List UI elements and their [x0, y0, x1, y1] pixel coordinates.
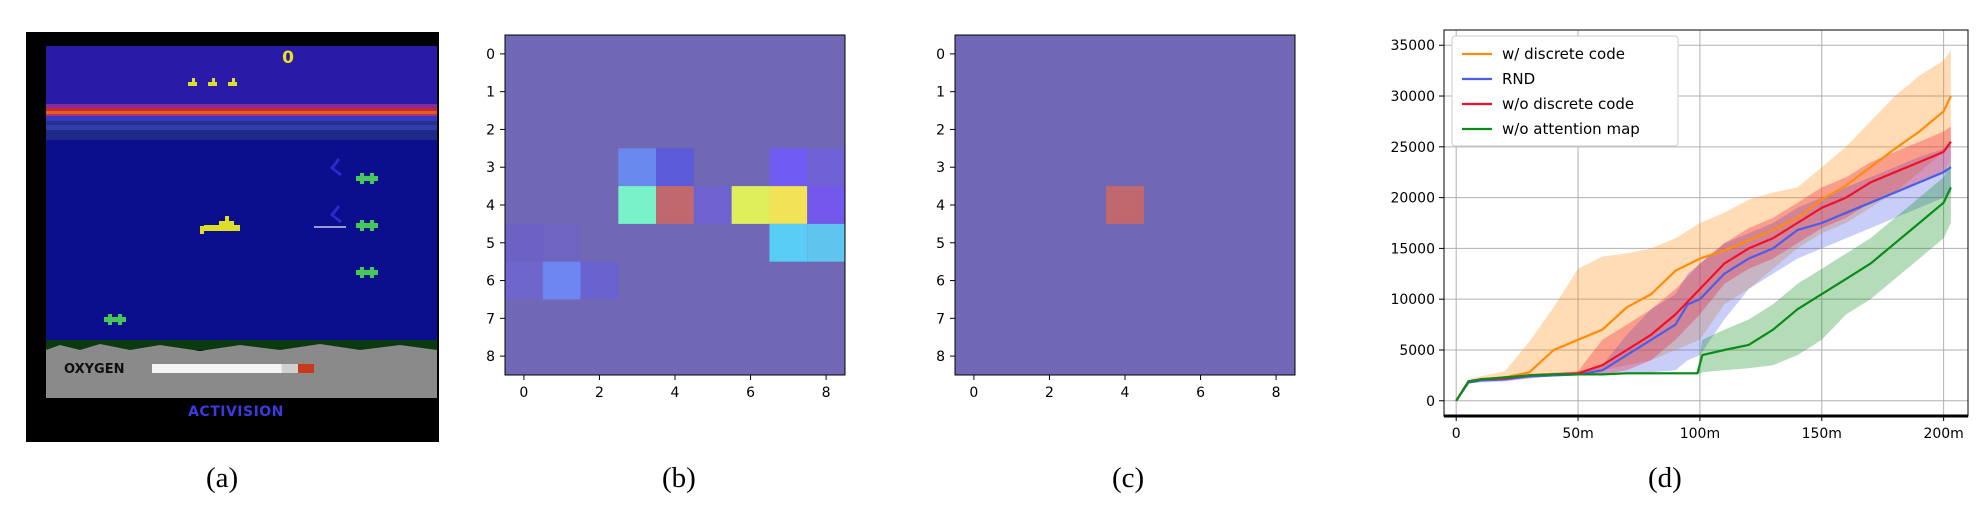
- heatmap-b-cell-r3-c4: [656, 148, 694, 187]
- sky: [46, 46, 437, 104]
- chart-d-xtick-label: 150m: [1802, 426, 1842, 442]
- series-band-2: [1456, 126, 1951, 401]
- caption-b: (b): [662, 462, 696, 494]
- heatmap-b-cell-r6-c0: [505, 261, 543, 300]
- heatmap-c-xtick-label: 6: [1196, 385, 1205, 401]
- heatmap-b-xtick-label: 8: [822, 385, 831, 401]
- series-line-3: [1455, 186, 1952, 402]
- heatmap-b-cell-r4-c6: [731, 186, 770, 224]
- heatmap-b-cell-r4-c3: [618, 186, 657, 224]
- chart-d-ytick-label: 0: [1426, 394, 1435, 410]
- heatmap-b-ytick-label: 8: [486, 349, 495, 365]
- chart-d-ytick-label: 20000: [1390, 191, 1435, 207]
- heatmap-b-cell-r5-c8: [807, 223, 845, 262]
- chart-d-ytick-label: 35000: [1390, 38, 1435, 54]
- reserve-subs-icon: [174, 78, 237, 86]
- heatmap-b-ytick-label: 7: [486, 311, 495, 327]
- heatmap-b-cell-r5-c0: [505, 223, 543, 262]
- heatmap-b: 0 1 2 3 4 5 6 7 8 0 2 4 6 8: [486, 34, 846, 401]
- chart-d-xtick-label: 0: [1452, 426, 1461, 442]
- heatmap-b-ytick-label: 2: [486, 122, 495, 138]
- heatmap-c-ytick-label: 2: [936, 122, 945, 138]
- heatmap-b-xtick-label: 0: [519, 385, 528, 401]
- heatmap-b-cell-r3-c8: [807, 148, 845, 187]
- score-display: 0: [282, 48, 294, 68]
- heatmap-b-ytick-label: 4: [486, 198, 495, 214]
- heatmap-c-ytick-label: 6: [936, 274, 945, 290]
- heatmap-b-xtick-label: 6: [746, 385, 755, 401]
- legend-label-2: w/o discrete code: [1502, 95, 1634, 113]
- oxygen-bar: [152, 364, 282, 373]
- series-line-0: [1455, 95, 1952, 402]
- heatmap-b-ytick-label: 3: [486, 160, 495, 176]
- heatmap-c-cell-r4-c4: [1106, 186, 1144, 224]
- activision-logo: ACTIVISION: [188, 404, 284, 420]
- heatmap-c-ytick-label: 3: [936, 160, 945, 176]
- legend-label-3: w/o attention map: [1502, 120, 1640, 138]
- heatmap-c-xtick-label: 2: [1045, 385, 1054, 401]
- heatmap-b-ytick-label: 6: [486, 274, 495, 290]
- heatmap-c-xtick-label: 8: [1272, 385, 1281, 401]
- player-submarine-icon: [200, 216, 240, 234]
- legend-label-0: w/ discrete code: [1502, 45, 1625, 63]
- heatmap-b-cell-r4-c4: [656, 186, 694, 224]
- heatmap-c-ytick-label: 5: [936, 236, 945, 252]
- heatmap-b-cell-r4-c8: [807, 186, 845, 224]
- chart-d-ytick-label: 30000: [1390, 89, 1435, 105]
- game-screen: 0 OXYGEN ACTIVISION: [26, 32, 439, 442]
- heatmap-b-ytick-label: 0: [486, 47, 495, 63]
- shark-icon: [104, 173, 378, 325]
- chart-d-ytick-label: 10000: [1390, 292, 1435, 308]
- torpedo-icon: [314, 226, 346, 228]
- series-band-1: [1456, 144, 1951, 401]
- panel-c: 0 1 2 3 4 5 6 7 8 0 2 4 6 8 (c): [920, 0, 1370, 510]
- caption-d: (d): [1648, 462, 1682, 494]
- heatmap-b-cell-r4-c5: [693, 186, 732, 224]
- caption-a: (a): [206, 462, 239, 494]
- series-band-0: [1456, 50, 1951, 401]
- chart-d-legend: [1451, 35, 1679, 147]
- caption-c: (c): [1112, 462, 1145, 494]
- oxygen-label: OXYGEN: [64, 362, 124, 377]
- chart-d-xtick-label: 200m: [1923, 426, 1963, 442]
- heatmap-c-xtick-label: 0: [969, 385, 978, 401]
- heatmap-c-ytick-label: 8: [936, 349, 945, 365]
- heatmap-b-cell-r6-c2: [580, 261, 619, 300]
- heatmap-c-ytick-label: 7: [936, 311, 945, 327]
- legend-label-1: RND: [1502, 70, 1535, 88]
- heatmap-c-ytick-label: 4: [936, 198, 945, 214]
- heatmap-b-cell-r4-c7: [769, 186, 808, 224]
- heatmap-c-ytick-label: 0: [936, 47, 945, 63]
- heatmap-c-xtick-label: 4: [1121, 385, 1130, 401]
- water: [46, 140, 437, 340]
- chart-d-ytick-label: 5000: [1399, 343, 1435, 359]
- heatmap-b-ytick-label: 5: [486, 236, 495, 252]
- heatmap-c-ytick-label: 1: [936, 85, 945, 101]
- chart-d-ytick-label: 25000: [1390, 140, 1435, 156]
- heatmap-b-xtick-label: 4: [671, 385, 680, 401]
- heatmap-b-ytick-label: 1: [486, 85, 495, 101]
- heatmap-b-cell-r5-c1: [542, 223, 581, 262]
- heatmap-b-cell-r3-c7: [769, 148, 808, 187]
- heatmap-b-xtick-label: 2: [595, 385, 604, 401]
- panel-b: 0 1 2 3 4 5 6 7 8 0 2 4 6 8 (b): [470, 0, 920, 510]
- chart-d-ytick-label: 15000: [1390, 241, 1435, 257]
- heatmap-b-cell-r5-c7: [769, 223, 808, 262]
- chart-d-xtick-label: 50m: [1562, 426, 1593, 442]
- heatmap-b-cell-r3-c3: [618, 148, 657, 187]
- panel-d: 0 50m 100m 150m 200m 0 5000 10000 15000 20000 2500…: [1370, 0, 1988, 510]
- line-chart-d: 0 50m 100m 150m 200m 0 5000 10000 15000 20000 2500…: [1390, 29, 1969, 442]
- chart-d-xtick-label: 100m: [1680, 426, 1720, 442]
- oxygen-end-marker: [298, 364, 314, 373]
- panel-a: 0 OXYGEN ACTIVISION (a): [0, 0, 470, 510]
- heatmap-c: 0 1 2 3 4 5 6 7 8 0 2 4 6 8: [936, 34, 1296, 401]
- diver-icon: [330, 158, 342, 223]
- heatmap-b-cell-r6-c1: [542, 261, 581, 300]
